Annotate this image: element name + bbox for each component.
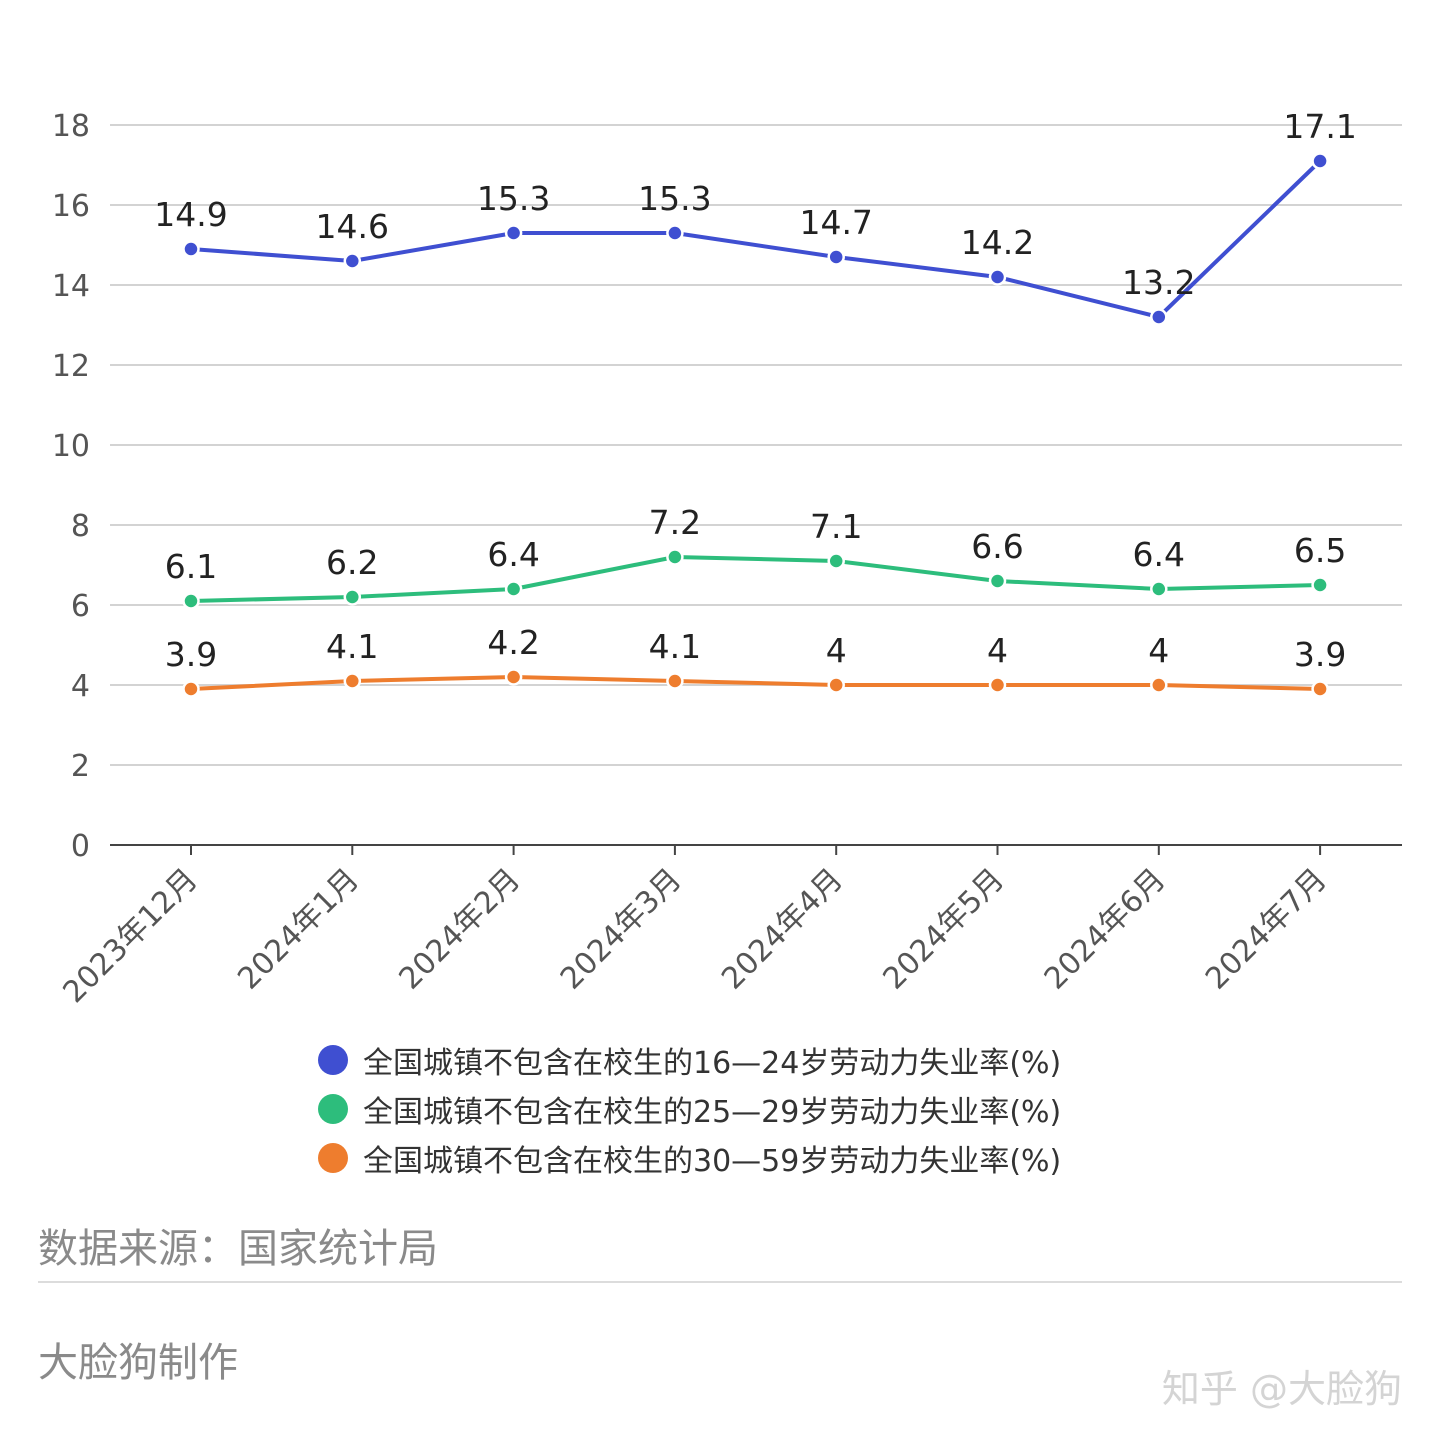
y-tick-label-14: 14 — [52, 269, 90, 304]
series-line-0 — [189, 159, 1323, 319]
data-label-0-0: 14.9 — [154, 195, 227, 234]
y-tick-label-2: 2 — [71, 749, 90, 784]
data-point-1-7 — [1311, 576, 1329, 594]
data-point-2-6 — [1150, 676, 1168, 694]
legend-label-16-24: 全国城镇不包含在校生的16—24岁劳动力失业率(%) — [363, 1045, 1062, 1081]
legend-item-25-29[interactable]: 全国城镇不包含在校生的25—29岁劳动力失业率(%) — [318, 1084, 1061, 1133]
x-tick-label-3: 2024年3月 — [554, 862, 689, 997]
data-point-0-1 — [343, 252, 362, 270]
data-label-2-7: 3.9 — [1294, 635, 1346, 674]
data-point-0-3 — [666, 224, 684, 242]
data-source-note: 数据来源：国家统计局 — [38, 1226, 438, 1272]
data-label-1-0: 6.1 — [165, 547, 217, 586]
data-label-1-7: 6.5 — [1294, 531, 1346, 570]
y-tick-label-18: 18 — [52, 109, 90, 144]
data-point-1-1 — [343, 588, 362, 606]
data-point-2-1 — [343, 672, 362, 690]
x-tick-label-7: 2024年7月 — [1199, 862, 1334, 997]
data-label-2-5: 4 — [987, 631, 1008, 670]
y-tick-label-6: 6 — [71, 589, 90, 624]
data-point-1-4 — [827, 552, 845, 570]
x-tick-label-4: 2024年4月 — [715, 862, 850, 997]
y-tick-label-10: 10 — [52, 429, 90, 464]
data-label-2-2: 4.2 — [487, 623, 539, 662]
zhihu-watermark: 知乎 @大脸狗 — [1161, 1367, 1402, 1411]
data-point-2-2 — [504, 668, 523, 686]
data-point-0-2 — [504, 224, 523, 242]
legend-marker-30-59 — [318, 1142, 348, 1173]
author-credit: 大脸狗制作 — [38, 1340, 238, 1386]
legend: 全国城镇不包含在校生的16—24岁劳动力失业率(%) 全国城镇不包含在校生的25… — [318, 1035, 1061, 1182]
data-label-0-5: 14.2 — [961, 223, 1034, 262]
data-point-1-0 — [182, 592, 200, 610]
data-label-2-6: 4 — [1148, 631, 1169, 670]
footer-divider — [38, 1281, 1402, 1283]
data-label-1-3: 7.2 — [649, 503, 701, 542]
data-point-0-4 — [827, 248, 845, 266]
series-line-1 — [189, 555, 1323, 603]
x-tick-label-1: 2024年1月 — [231, 862, 366, 997]
data-label-0-3: 15.3 — [638, 179, 711, 218]
data-label-1-2: 6.4 — [487, 535, 539, 574]
y-tick-label-8: 8 — [71, 509, 90, 544]
data-point-0-6 — [1150, 308, 1168, 326]
data-label-2-3: 4.1 — [649, 627, 701, 666]
x-tick-label-0: 2023年12月 — [56, 862, 204, 1010]
data-label-2-0: 3.9 — [165, 635, 217, 674]
data-label-0-7: 17.1 — [1283, 107, 1356, 146]
legend-item-30-59[interactable]: 全国城镇不包含在校生的30—59岁劳动力失业率(%) — [318, 1133, 1061, 1182]
data-point-2-3 — [666, 672, 684, 690]
data-point-2-0 — [182, 680, 200, 698]
data-label-1-5: 6.6 — [971, 527, 1023, 566]
data-label-2-4: 4 — [826, 631, 847, 670]
data-point-0-0 — [182, 240, 200, 258]
x-tick-label-5: 2024年5月 — [876, 862, 1011, 997]
y-tick-label-4: 4 — [71, 669, 90, 704]
legend-label-25-29: 全国城镇不包含在校生的25—29岁劳动力失业率(%) — [363, 1094, 1062, 1130]
data-point-0-7 — [1311, 152, 1329, 170]
data-label-0-6: 13.2 — [1122, 263, 1195, 302]
data-label-1-6: 6.4 — [1133, 535, 1185, 574]
data-label-1-4: 7.1 — [810, 507, 862, 546]
data-point-2-4 — [827, 676, 845, 694]
data-label-0-4: 14.7 — [799, 203, 872, 242]
data-point-0-5 — [988, 268, 1007, 286]
y-tick-label-0: 0 — [71, 829, 90, 864]
data-point-1-2 — [504, 580, 523, 598]
legend-label-30-59: 全国城镇不包含在校生的30—59岁劳动力失业率(%) — [363, 1143, 1062, 1179]
data-label-1-1: 6.2 — [326, 543, 378, 582]
legend-marker-16-24 — [318, 1044, 348, 1075]
data-point-2-5 — [988, 676, 1007, 694]
y-tick-label-16: 16 — [52, 189, 90, 224]
x-tick-label-6: 2024年6月 — [1038, 862, 1173, 997]
series-line-2 — [189, 675, 1323, 691]
data-label-0-2: 15.3 — [477, 179, 550, 218]
data-label-2-1: 4.1 — [326, 627, 378, 666]
legend-item-16-24[interactable]: 全国城镇不包含在校生的16—24岁劳动力失业率(%) — [318, 1035, 1061, 1084]
data-point-1-6 — [1150, 580, 1168, 598]
data-point-1-3 — [666, 548, 684, 566]
data-point-2-7 — [1311, 680, 1329, 698]
legend-marker-25-29 — [318, 1093, 348, 1124]
y-tick-label-12: 12 — [52, 349, 90, 384]
data-point-1-5 — [988, 572, 1007, 590]
x-tick-label-2: 2024年2月 — [393, 862, 528, 997]
data-label-0-1: 14.6 — [316, 207, 389, 246]
